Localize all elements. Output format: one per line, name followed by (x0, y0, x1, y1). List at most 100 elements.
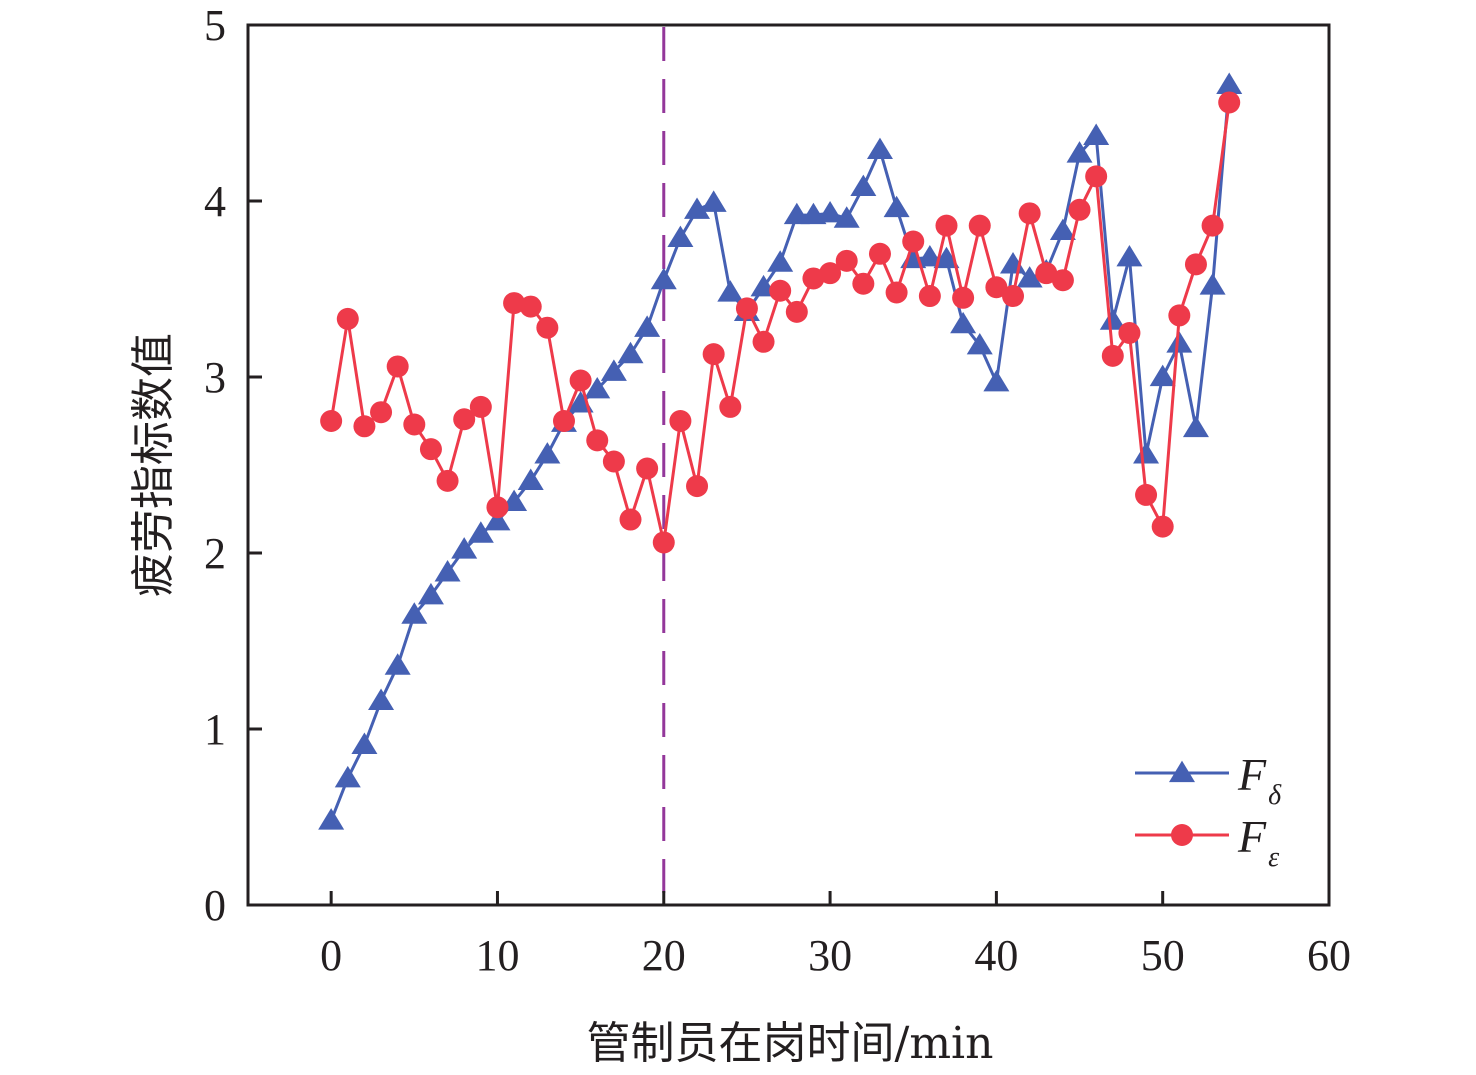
data-point (334, 765, 361, 788)
data-point (1184, 253, 1207, 276)
data-point (1201, 214, 1224, 237)
data-point (1149, 364, 1176, 387)
legend-item: Fε (1135, 811, 1279, 873)
data-point (536, 316, 559, 339)
series-f-delta (318, 72, 1243, 830)
legend-label-subscript: ε (1268, 842, 1279, 873)
data-point (552, 410, 575, 432)
legend-label: Fε (1237, 811, 1279, 873)
data-point (835, 249, 858, 272)
y-tick-label: 1 (204, 705, 226, 754)
data-point (1218, 91, 1241, 114)
data-point (752, 330, 775, 353)
data-point (1068, 198, 1091, 221)
data-point (952, 286, 975, 309)
data-point (1133, 442, 1160, 464)
x-tick-label: 30 (808, 931, 852, 980)
data-point (417, 582, 444, 605)
data-point (600, 359, 627, 381)
ticks-layer (248, 199, 1165, 905)
data-point (351, 732, 378, 754)
data-point (918, 285, 941, 308)
data-point (569, 369, 592, 392)
y-tick-label: 2 (204, 529, 226, 578)
data-point (370, 401, 393, 424)
data-point (966, 332, 993, 355)
data-point (883, 195, 910, 218)
data-point (767, 250, 794, 272)
data-point (636, 457, 659, 480)
data-point (617, 341, 644, 364)
data-point (833, 206, 860, 228)
data-point (1216, 72, 1243, 94)
x-tick-label: 20 (642, 931, 686, 980)
data-point (868, 242, 891, 265)
data-point (985, 276, 1008, 299)
data-point (1166, 331, 1193, 353)
series-layer (318, 72, 1243, 830)
data-point (902, 230, 925, 253)
x-tick-label: 50 (1141, 931, 1185, 980)
legend-label-subscript: δ (1268, 780, 1282, 811)
data-point (1085, 165, 1108, 188)
data-point (519, 295, 542, 318)
data-point (453, 408, 476, 431)
data-point (783, 202, 810, 225)
data-point (916, 244, 943, 267)
data-point (436, 469, 459, 492)
data-point (401, 602, 428, 624)
data-point (503, 292, 526, 315)
y-tick-labels: 0 1 2 3 4 5 (204, 1, 226, 930)
data-point (1135, 483, 1158, 506)
data-point (1002, 285, 1025, 308)
y-tick-label: 5 (204, 1, 226, 50)
data-point (602, 450, 625, 473)
data-point (850, 174, 877, 197)
data-point (819, 262, 842, 285)
data-point (586, 429, 609, 452)
data-point (719, 395, 742, 418)
legend-item: Fδ (1135, 749, 1282, 811)
data-point (1083, 123, 1110, 145)
data-point (983, 369, 1010, 392)
data-point (419, 438, 442, 461)
data-point (1066, 141, 1093, 163)
data-point (702, 343, 725, 366)
data-point (353, 415, 376, 438)
data-point (1051, 269, 1074, 292)
data-point (866, 137, 893, 160)
data-point (802, 267, 825, 290)
data-point (384, 653, 411, 675)
data-point (451, 537, 478, 559)
data-point (1182, 415, 1209, 438)
legend-marker (1169, 760, 1195, 783)
series-line (329, 84, 1231, 822)
y-axis-title: 疲劳指标数值 (128, 333, 179, 597)
data-point (885, 281, 908, 304)
data-point (933, 246, 960, 269)
data-point (700, 190, 727, 212)
x-tick-label: 10 (475, 931, 519, 980)
data-point (434, 560, 461, 582)
y-tick-label: 4 (204, 177, 226, 226)
data-point (1099, 308, 1126, 330)
data-point (467, 521, 494, 543)
data-point (1016, 266, 1043, 288)
data-point (852, 272, 875, 295)
data-point (403, 413, 426, 436)
legend-label-main: F (1237, 811, 1267, 862)
series-f-epsilon (320, 91, 1241, 554)
data-point (652, 531, 675, 554)
x-axis-title: 管制员在岗时间/min (587, 1018, 994, 1069)
data-point (318, 808, 345, 830)
x-tick-label: 0 (320, 931, 342, 980)
data-point (950, 311, 977, 334)
data-point (484, 508, 511, 531)
data-point (486, 496, 509, 519)
data-point (634, 315, 661, 337)
data-point (1118, 322, 1141, 344)
data-point (1018, 202, 1041, 225)
y-tick-label: 3 (204, 353, 226, 402)
